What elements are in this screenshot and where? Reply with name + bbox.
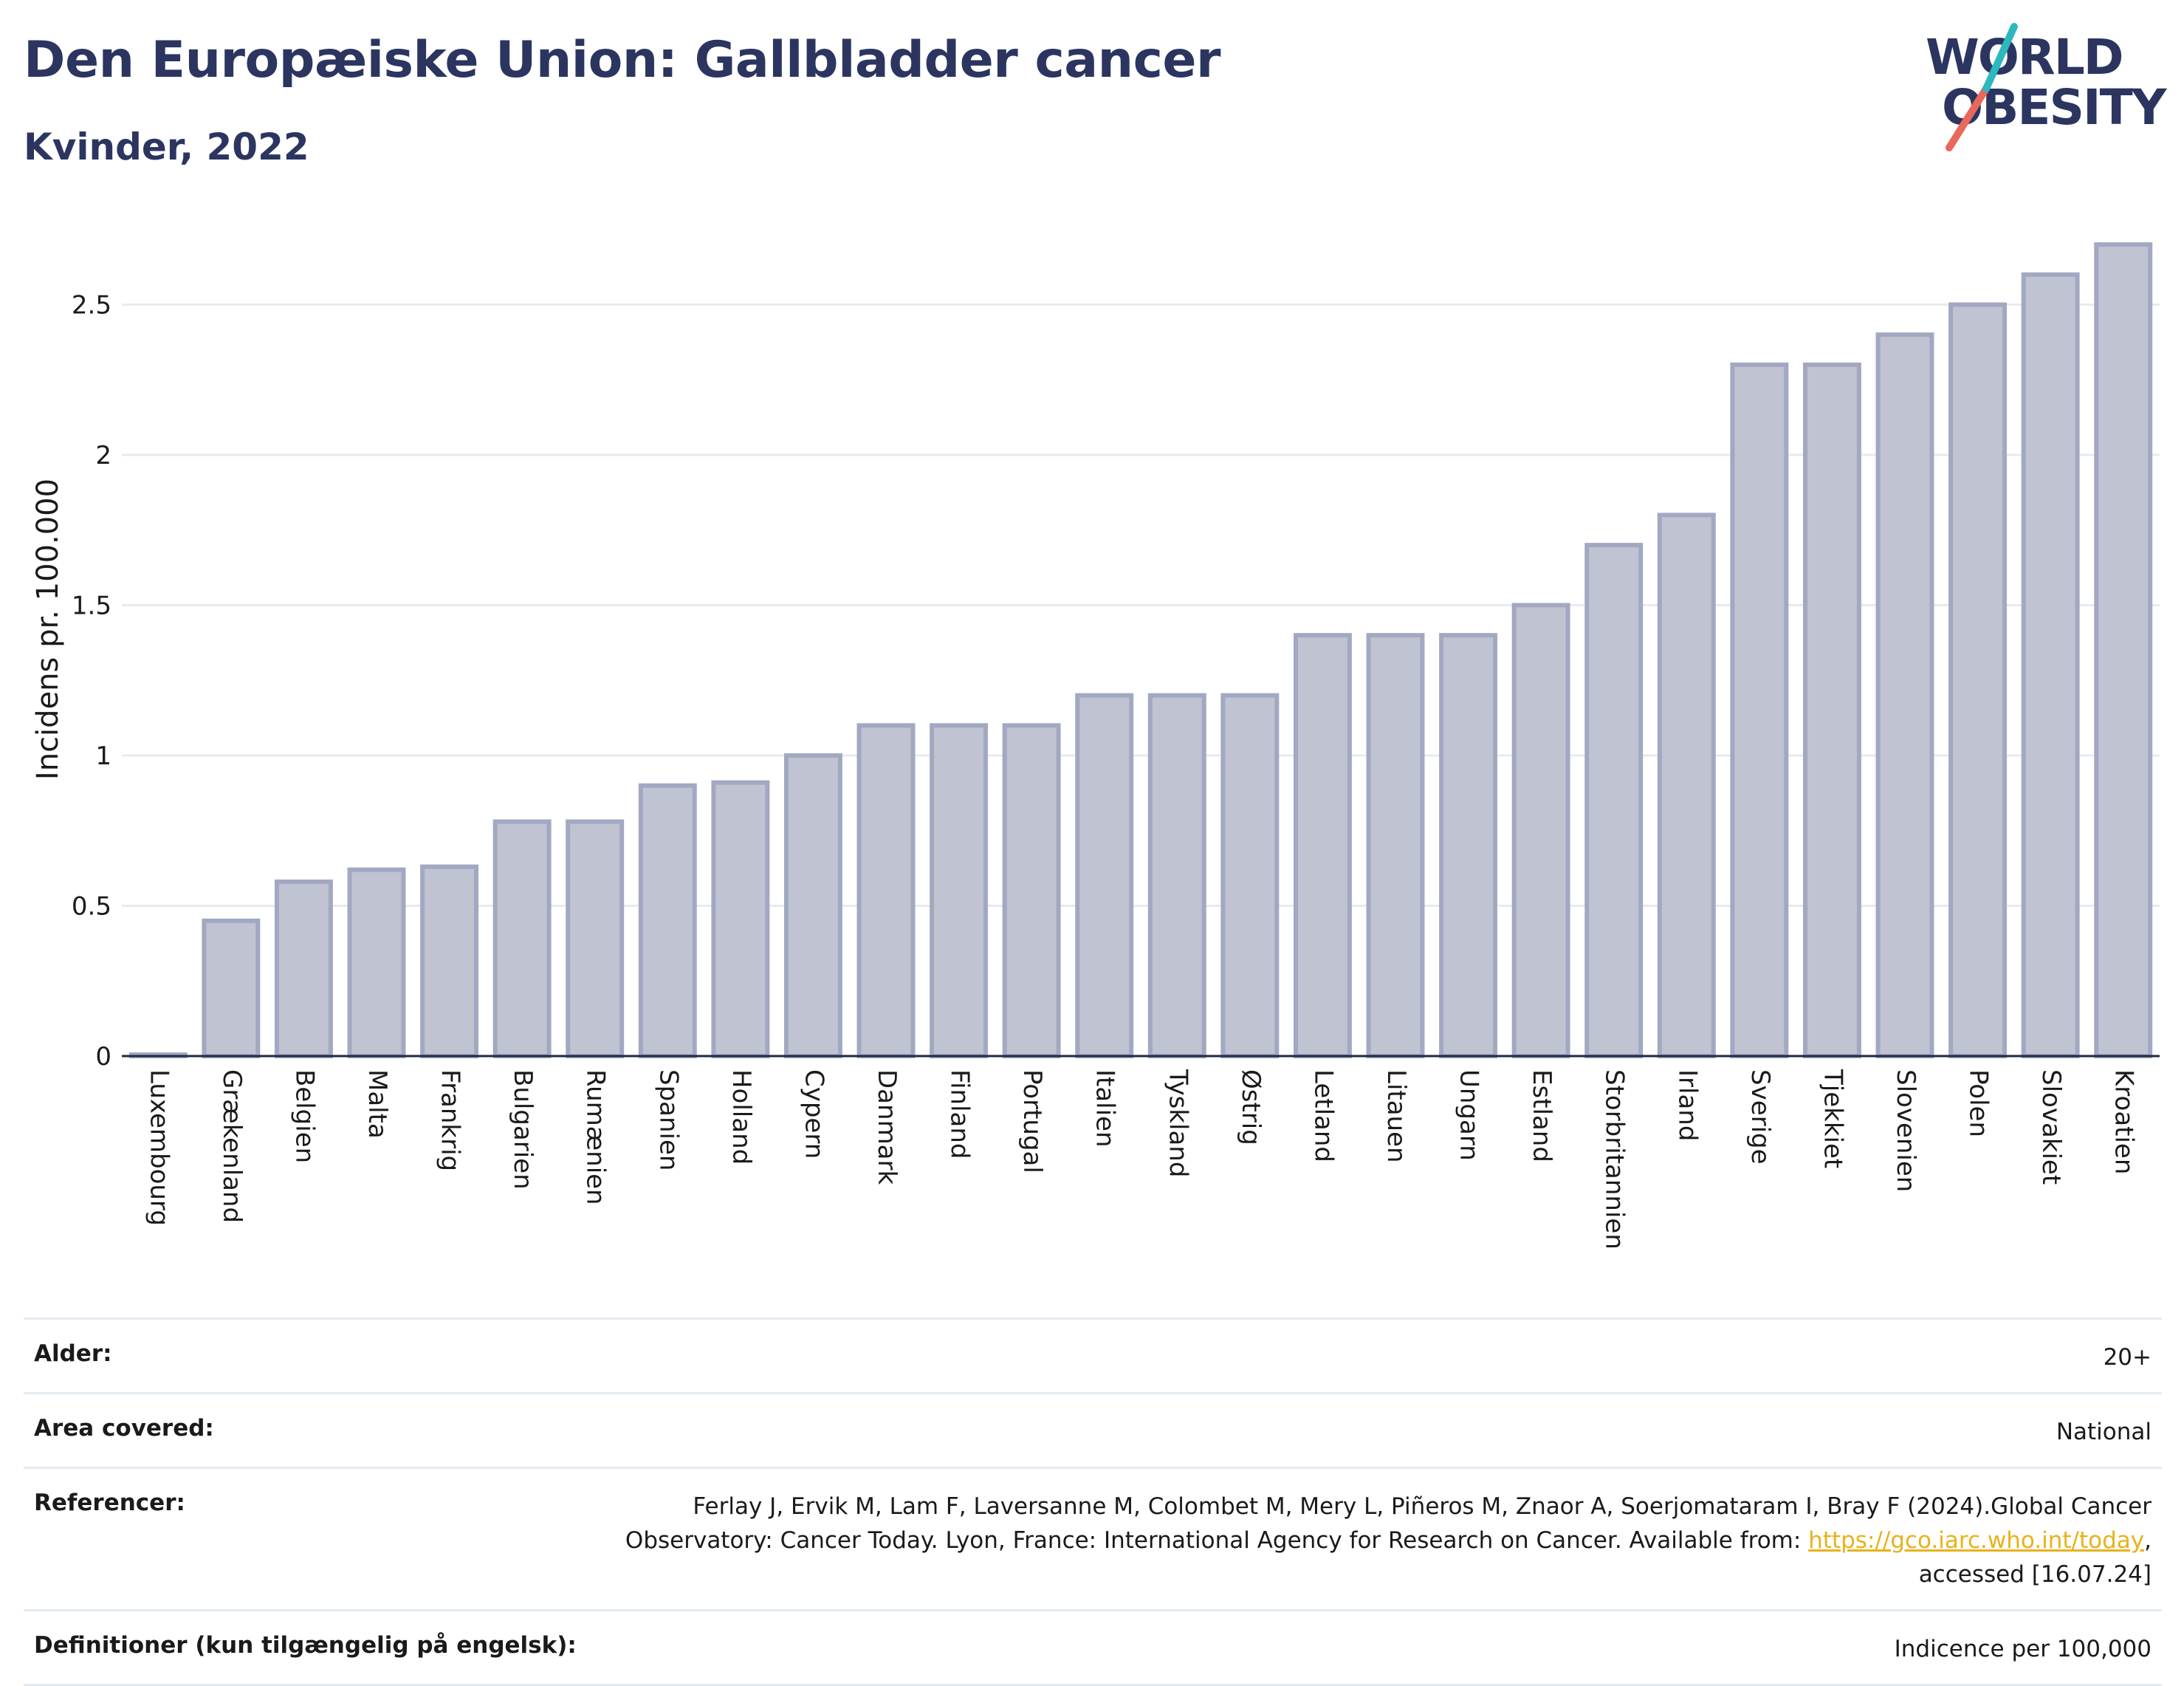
bar[interactable]: [1075, 693, 1134, 1058]
bar[interactable]: [492, 819, 552, 1058]
definitions-label: Definitioner (kun tilgængelig på engelsk…: [34, 1632, 577, 1659]
bar[interactable]: [1002, 723, 1061, 1058]
reference-line-2: Observatory: Cancer Today. Lyon, France:…: [625, 1524, 2152, 1558]
x-tick-label: Polen: [1964, 1069, 1994, 1137]
references-label: Referencer:: [34, 1490, 185, 1516]
bar[interactable]: [274, 879, 333, 1058]
x-tick-label: Sverige: [1745, 1069, 1775, 1165]
x-tick-label: Storbritannien: [1600, 1069, 1630, 1250]
area-label: Area covered:: [34, 1415, 214, 1442]
x-tick-label: Østrig: [1236, 1069, 1266, 1145]
x-tick-label: Tjekkiet: [1818, 1069, 1847, 1168]
x-tick-label: Finland: [945, 1069, 975, 1159]
bar[interactable]: [1147, 693, 1206, 1058]
info-row-definitions: Definitioner (kun tilgængelig på engelsk…: [24, 1609, 2162, 1686]
logo-slash-teal: [1982, 23, 2018, 92]
x-tick-label: Estland: [1527, 1069, 1556, 1162]
x-tick-label: Danmark: [872, 1069, 902, 1185]
x-tick-label: Grækenland: [217, 1069, 247, 1223]
bar[interactable]: [856, 723, 916, 1058]
bar[interactable]: [1511, 603, 1570, 1058]
bar[interactable]: [1802, 362, 1861, 1058]
bar[interactable]: [2021, 272, 2080, 1058]
definitions-value: Indicence per 100,000: [1894, 1636, 2152, 1662]
x-tick-label: Slovakiet: [2036, 1069, 2066, 1185]
x-tick-label: Belgien: [289, 1069, 319, 1163]
bar[interactable]: [1584, 543, 1644, 1059]
logo-word-world: WORLD: [1926, 29, 2123, 86]
x-tick-label: Rumænien: [581, 1069, 611, 1205]
bar[interactable]: [566, 819, 625, 1058]
info-row-references: Referencer: Ferlay J, Ervik M, Lam F, La…: [24, 1467, 2162, 1609]
y-tick-label: 0.5: [72, 892, 111, 922]
info-row-area: Area covered: National: [24, 1392, 2162, 1467]
x-tick-label: Spanien: [653, 1069, 683, 1171]
x-tick-label: Cypern: [799, 1069, 828, 1159]
bar[interactable]: [638, 783, 697, 1058]
x-tick-label: Frankrig: [436, 1069, 465, 1171]
x-tick-label: Holland: [727, 1069, 756, 1165]
age-label: Alder:: [34, 1340, 112, 1367]
x-tick-label: Ungarn: [1455, 1069, 1484, 1161]
bar[interactable]: [347, 867, 406, 1058]
bar[interactable]: [1657, 513, 1716, 1058]
x-tick-labels: Luxembourg Grækenland Belgien Malta Frankrig…: [144, 1069, 2138, 1250]
x-tick-label: Letland: [1308, 1069, 1338, 1162]
x-tick-label: Litauen: [1381, 1069, 1411, 1163]
info-table: Alder: 20+ Area covered: National Refere…: [24, 1317, 2162, 1686]
x-tick-label: Irland: [1672, 1069, 1702, 1141]
chart-title: Den Europæiske Union: Gallbladder cancer: [24, 31, 1221, 89]
y-tick-label: 2.5: [72, 291, 111, 321]
bar[interactable]: [1439, 633, 1498, 1058]
x-tick-label: Slovenien: [1891, 1069, 1920, 1192]
age-value: 20+: [2103, 1344, 2152, 1371]
x-tick-label: Kroatien: [2109, 1069, 2139, 1174]
reference-link[interactable]: https://gco.iarc.who.int/today: [1808, 1527, 2145, 1554]
logo-slash-red: [1946, 85, 1990, 151]
reference-line-3: accessed [16.07.24]: [1918, 1561, 2152, 1588]
reference-line-2-text: Observatory: Cancer Today. Lyon, France:…: [625, 1527, 1809, 1554]
area-value: National: [2056, 1419, 2152, 1445]
y-tick-label: 0: [95, 1042, 111, 1072]
bar[interactable]: [420, 864, 479, 1059]
reference-line-1: Ferlay J, Ervik M, Lam F, Laversanne M, …: [693, 1493, 2152, 1520]
x-tick-label: Bulgarien: [508, 1069, 538, 1190]
reference-line-2-end: ,: [2144, 1527, 2152, 1554]
bar[interactable]: [783, 753, 842, 1058]
logo-word-obesity: OBESITY: [1942, 79, 2168, 136]
x-tick-label: Italien: [1091, 1069, 1120, 1148]
world-obesity-logo: WORLD OBESITY: [1926, 23, 2169, 151]
y-tick-label: 2: [95, 441, 111, 470]
y-tick-label: 1.5: [72, 592, 111, 621]
chart-subtitle: Kvinder, 2022: [24, 126, 309, 168]
bar[interactable]: [1293, 633, 1352, 1058]
bar[interactable]: [1875, 332, 1934, 1058]
y-tick-labels: 0 0.5 1 1.5 2 2.5: [72, 291, 111, 1072]
x-tick-label: Malta: [363, 1069, 392, 1139]
bar[interactable]: [1366, 633, 1425, 1058]
bar[interactable]: [2094, 242, 2153, 1059]
y-tick-label: 1: [95, 741, 111, 771]
bar[interactable]: [202, 918, 261, 1058]
y-axis-title: Incidens pr. 100.000: [31, 479, 65, 780]
bar[interactable]: [930, 723, 989, 1058]
info-row-age: Alder: 20+: [24, 1317, 2162, 1392]
references-value: Ferlay J, Ervik M, Lam F, Laversanne M, …: [625, 1490, 2152, 1591]
x-tick-label: Tyskland: [1163, 1069, 1192, 1177]
bar[interactable]: [1730, 362, 1789, 1058]
bar-chart: 0 0.5 1 1.5 2 2.5 Luxembourg Grækenland Belgien…: [31, 242, 2160, 1250]
bar[interactable]: [1948, 302, 2008, 1058]
x-tick-label: Luxembourg: [144, 1069, 174, 1226]
bar[interactable]: [711, 780, 770, 1058]
bars: [128, 242, 2153, 1059]
bar[interactable]: [1220, 693, 1280, 1058]
x-tick-label: Portugal: [1017, 1069, 1047, 1173]
